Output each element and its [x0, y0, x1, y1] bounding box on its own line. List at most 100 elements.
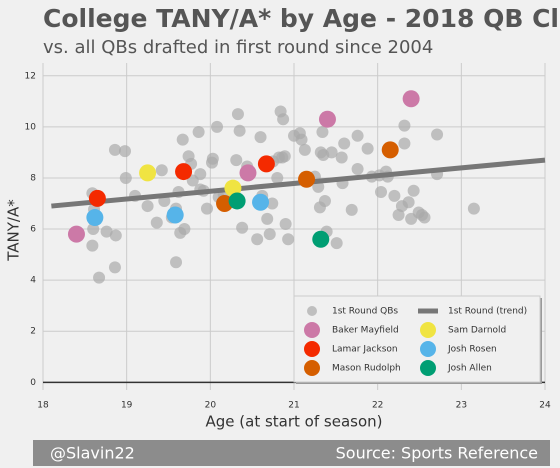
point — [166, 206, 184, 224]
footer-bar — [33, 440, 550, 466]
legend-marker — [304, 360, 320, 376]
x-tick-label: 24 — [539, 401, 551, 411]
point — [318, 194, 331, 207]
point — [277, 113, 290, 126]
footer-left: @Slavin22 — [50, 444, 135, 463]
legend-marker — [307, 306, 317, 316]
point — [312, 230, 330, 248]
point — [351, 163, 364, 176]
point — [298, 170, 316, 188]
y-tick-label: 8 — [30, 173, 36, 183]
point — [295, 133, 308, 146]
point — [178, 223, 191, 236]
legend-label: Baker Mayfield — [332, 326, 399, 336]
point — [402, 196, 415, 209]
x-tick-label: 23 — [456, 401, 467, 411]
point — [335, 151, 348, 164]
point — [338, 137, 351, 150]
point — [257, 155, 275, 173]
point — [381, 141, 399, 159]
point — [100, 225, 113, 238]
y-axis-label: TANY/A* — [5, 199, 23, 262]
point — [119, 171, 132, 184]
point — [230, 154, 243, 167]
legend-label: 1st Round (trend) — [448, 307, 527, 317]
legend-label: Lamar Jackson — [332, 345, 398, 355]
legend-label: Sam Darnold — [448, 326, 506, 336]
x-tick-label: 18 — [37, 401, 49, 411]
point — [139, 164, 157, 182]
point — [176, 133, 189, 146]
point — [398, 119, 411, 132]
point — [211, 120, 224, 133]
point — [388, 189, 401, 202]
legend-marker — [420, 341, 436, 357]
point — [109, 229, 122, 242]
y-tick-label: 10 — [25, 122, 37, 132]
point — [236, 221, 249, 234]
point — [118, 145, 131, 158]
point — [402, 90, 420, 108]
point — [278, 150, 291, 163]
point — [108, 143, 121, 156]
chart-subtitle: vs. all QBs drafted in first round since… — [43, 37, 433, 58]
point — [87, 223, 100, 236]
point — [467, 202, 480, 215]
point — [170, 256, 183, 269]
legend-label: Josh Rosen — [447, 345, 497, 355]
point — [251, 233, 264, 246]
point — [200, 202, 213, 215]
point — [206, 152, 219, 165]
point — [325, 146, 338, 159]
point — [316, 125, 329, 138]
trend-line — [51, 157, 546, 209]
point — [141, 200, 154, 213]
point — [318, 110, 336, 128]
footer-right: Source: Sports Reference — [336, 444, 538, 463]
point — [88, 189, 106, 207]
point — [239, 164, 257, 182]
chart-title: College TANY/A* by Age - 2018 QB Class — [43, 4, 560, 33]
legend-marker — [304, 341, 320, 357]
point — [398, 137, 411, 150]
point — [67, 225, 85, 243]
point — [298, 143, 311, 156]
point — [86, 209, 104, 227]
point — [252, 193, 270, 211]
point — [224, 179, 242, 197]
point — [231, 108, 244, 121]
point — [233, 124, 246, 137]
point — [86, 239, 99, 252]
point — [271, 171, 284, 184]
legend-box — [293, 295, 541, 383]
x-axis-label: Age (at start of season) — [206, 413, 383, 431]
x-tick-label: 19 — [121, 401, 133, 411]
point — [108, 261, 121, 274]
point — [330, 237, 343, 250]
point — [175, 163, 193, 181]
y-tick-label: 4 — [30, 276, 36, 286]
legend-label: 1st Round QBs — [332, 307, 398, 317]
legend-marker — [420, 322, 436, 338]
point — [418, 211, 431, 224]
point — [375, 186, 388, 199]
point — [345, 203, 358, 216]
point — [407, 184, 420, 197]
legend-label: Josh Allen — [447, 364, 492, 374]
point — [93, 271, 106, 284]
y-tick-label: 6 — [30, 225, 36, 235]
legend-marker — [420, 360, 436, 376]
x-tick-label: 21 — [288, 401, 299, 411]
point — [155, 164, 168, 177]
point — [431, 128, 444, 141]
y-tick-label: 2 — [30, 327, 36, 337]
point — [228, 192, 246, 210]
point — [194, 168, 207, 181]
y-tick-label: 12 — [25, 71, 36, 81]
point — [261, 212, 274, 225]
point — [266, 197, 279, 210]
point — [361, 142, 374, 155]
x-tick-label: 22 — [372, 401, 383, 411]
